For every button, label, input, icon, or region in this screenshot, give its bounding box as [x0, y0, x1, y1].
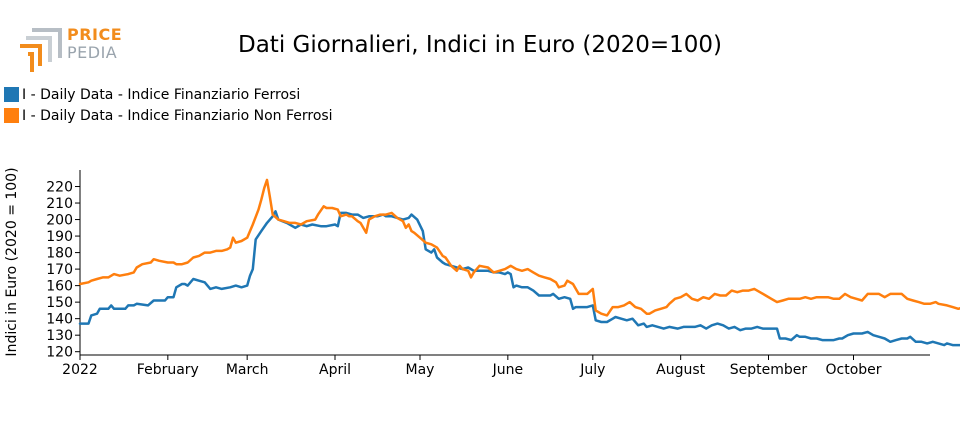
series-line-non-ferrosi — [78, 178, 960, 317]
y-tick-label: 140 — [46, 312, 73, 328]
x-tick-label: August — [656, 362, 706, 378]
y-tick-label: 170 — [46, 262, 73, 278]
x-tick-label: June — [492, 362, 524, 378]
legend-swatch-ferrosi — [4, 87, 19, 102]
legend-item-non-ferrosi[interactable]: I - Daily Data - Indice Finanziario Non … — [4, 105, 333, 126]
y-tick-label: 200 — [46, 213, 73, 229]
x-tick-label: September — [730, 362, 808, 378]
y-tick-label: 180 — [46, 246, 73, 262]
pricepedia-logo-mark-icon — [20, 28, 62, 72]
legend-item-ferrosi[interactable]: I - Daily Data - Indice Finanziario Ferr… — [4, 84, 333, 105]
y-tick-label: 220 — [46, 180, 73, 196]
chart-series — [78, 178, 960, 347]
x-tick-label: April — [319, 362, 351, 378]
legend-label-non-ferrosi: I - Daily Data - Indice Finanziario Non … — [22, 107, 333, 124]
y-tick-label: 160 — [46, 279, 73, 295]
logo-text-pedia: PEDIA — [67, 43, 118, 62]
chart-legend: I - Daily Data - Indice Finanziario Ferr… — [4, 84, 333, 126]
legend-label-ferrosi: I - Daily Data - Indice Finanziario Ferr… — [22, 86, 301, 103]
logo-text-price: PRICE — [67, 25, 123, 44]
x-tick-label: May — [406, 362, 435, 378]
x-tick-label: July — [579, 362, 605, 378]
series-line-ferrosi — [78, 210, 960, 347]
x-tick-label: October — [825, 362, 881, 378]
legend-swatch-non-ferrosi — [4, 108, 19, 123]
x-tick-label: 2022 — [62, 362, 98, 378]
y-tick-label: 130 — [46, 328, 73, 344]
y-tick-label: 210 — [46, 196, 73, 212]
pricepedia-logo: PRICE PEDIA — [18, 22, 128, 74]
x-tick-label: March — [226, 362, 269, 378]
chart-title: Dati Giornalieri, Indici in Euro (2020=1… — [238, 32, 722, 58]
y-axis-label: Indici in Euro (2020 = 100) — [4, 167, 20, 356]
x-tick-label: February — [137, 362, 199, 378]
y-tick-label: 120 — [46, 345, 73, 361]
y-tick-label: 190 — [46, 229, 73, 245]
y-tick-label: 150 — [46, 295, 73, 311]
